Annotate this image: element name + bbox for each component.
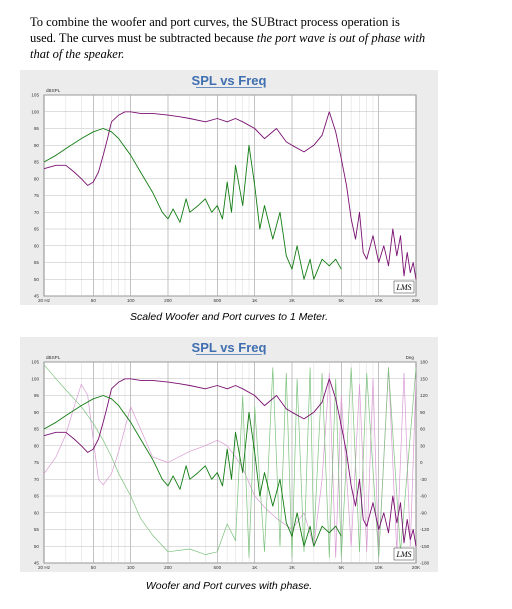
y-tick-label: 100 xyxy=(31,376,39,381)
x-tick-label: 50 xyxy=(91,298,97,303)
y-tick-label: 70 xyxy=(34,477,40,482)
y-tick-label: 45 xyxy=(34,294,40,299)
y2-tick-label: 180 xyxy=(420,360,428,365)
y-tick-label: 75 xyxy=(34,193,40,198)
watermark-box xyxy=(393,280,415,294)
y-axis-label: dBSPL xyxy=(46,88,61,93)
intro-line-3: that of the speaker. xyxy=(30,47,125,61)
intro-paragraph: To combine the woofer and port curves, t… xyxy=(30,14,490,62)
y2-tick-label: -60 xyxy=(420,494,427,499)
y-tick-label: 65 xyxy=(34,227,40,232)
x-tick-label: 5K xyxy=(339,565,346,570)
series-line-3 xyxy=(43,367,417,558)
intro-line-2-italic: the port wave is out of phase with xyxy=(256,31,426,45)
y-tick-label: 65 xyxy=(34,494,40,499)
y-tick-label: 90 xyxy=(34,143,40,148)
x-tick-label: 100 xyxy=(127,298,135,303)
y-tick-label: 105 xyxy=(31,360,39,365)
y2-tick-label: -150 xyxy=(420,544,430,549)
y-tick-label: 85 xyxy=(34,427,40,432)
y-tick-label: 50 xyxy=(34,544,40,549)
spl-chart-1-svg: SPL vs Freq 45 50 55 60 65 70 75 80 85 90 95 100 105 2… xyxy=(31,73,421,303)
y-axis-label: dBSPL xyxy=(46,355,61,360)
chart-title: SPL vs Freq xyxy=(192,340,267,355)
chart-title: SPL vs Freq xyxy=(192,73,267,88)
y-tick-label: 95 xyxy=(34,126,40,131)
y-tick-label: 95 xyxy=(34,393,40,398)
y2-tick-label: 60 xyxy=(420,427,426,432)
x-tick-label: 20K xyxy=(412,565,421,570)
series-line-1 xyxy=(43,111,417,280)
y2-tick-label: 120 xyxy=(420,393,428,398)
x-tick-label: 2K xyxy=(289,298,296,303)
x-tick-label: 50 xyxy=(91,565,97,570)
gridlines xyxy=(43,94,417,297)
x-tick-label: 1K xyxy=(252,298,259,303)
intro-line-1: To combine the woofer and port curves, t… xyxy=(30,15,400,29)
y2-tick-label: -120 xyxy=(420,527,430,532)
series-line-1 xyxy=(43,378,417,547)
y2-tick-label: 0 xyxy=(420,460,423,465)
x-tick-label: 200 xyxy=(164,298,172,303)
y-tick-label: 80 xyxy=(34,176,40,181)
x-tick-label: 100 xyxy=(127,565,135,570)
y-tick-label: 100 xyxy=(31,109,39,114)
x-tick-label: 10K xyxy=(375,298,384,303)
series-line-2 xyxy=(43,395,342,547)
chart-1-caption: Scaled Woofer and Port curves to 1 Meter… xyxy=(129,311,329,323)
y2-tick-label: -180 xyxy=(420,561,430,566)
watermark-lms: LMS xyxy=(395,550,411,559)
x-tick-label: 20K xyxy=(412,298,421,303)
y-tick-label: 60 xyxy=(34,243,40,248)
y-tick-label: 75 xyxy=(34,460,40,465)
x-tick-label: 5K xyxy=(339,298,346,303)
y-tick-label: 80 xyxy=(34,443,40,448)
y-tick-label: 50 xyxy=(34,277,40,282)
spl-chart-2: SPL vs Freq 45 50 55 60 65 70 75 80 85 90 95 100 105 2… xyxy=(20,337,438,572)
x-tick-label: 20 Hz xyxy=(38,298,51,303)
y2-tick-label: 150 xyxy=(420,376,428,381)
y2-tick-label: -30 xyxy=(420,477,427,482)
y-tick-label: 55 xyxy=(34,260,40,265)
y-tick-label: 60 xyxy=(34,510,40,515)
x-tick-label: 2K xyxy=(289,565,296,570)
y-tick-label: 55 xyxy=(34,527,40,532)
y-tick-label: 90 xyxy=(34,410,40,415)
chart-2-caption: Woofer and Port curves with phase. xyxy=(145,580,313,592)
y-tick-label: 70 xyxy=(34,210,40,215)
x-tick-label: 1K xyxy=(252,565,259,570)
x-tick-label: 500 xyxy=(214,298,222,303)
y2-axis-label: Deg xyxy=(406,355,415,360)
intro-line-2-regular: used. The curves must be subtracted beca… xyxy=(30,31,257,45)
y2-tick-label: -90 xyxy=(420,510,427,515)
y-tick-label: 105 xyxy=(31,93,39,98)
series-line-4 xyxy=(43,364,417,558)
series-line-2 xyxy=(43,128,342,280)
x-tick-label: 20 Hz xyxy=(38,565,51,570)
x-tick-label: 200 xyxy=(164,565,172,570)
spl-chart-2-svg: SPL vs Freq 45 50 55 60 65 70 75 80 85 90 95 100 105 2… xyxy=(31,340,430,570)
spl-chart-1: SPL vs Freq 45 50 55 60 65 70 75 80 85 90 95 100 105 2… xyxy=(20,70,438,305)
intro-line-2: used. The curves must be subtracted beca… xyxy=(30,30,490,46)
y2-tick-label: 30 xyxy=(420,443,426,448)
watermark-box xyxy=(393,547,415,561)
y-tick-label: 45 xyxy=(34,561,40,566)
y-tick-label: 85 xyxy=(34,160,40,165)
y2-tick-label: 90 xyxy=(420,410,426,415)
x-tick-label: 10K xyxy=(375,565,384,570)
x-tick-label: 500 xyxy=(214,565,222,570)
watermark-lms: LMS xyxy=(395,283,411,292)
